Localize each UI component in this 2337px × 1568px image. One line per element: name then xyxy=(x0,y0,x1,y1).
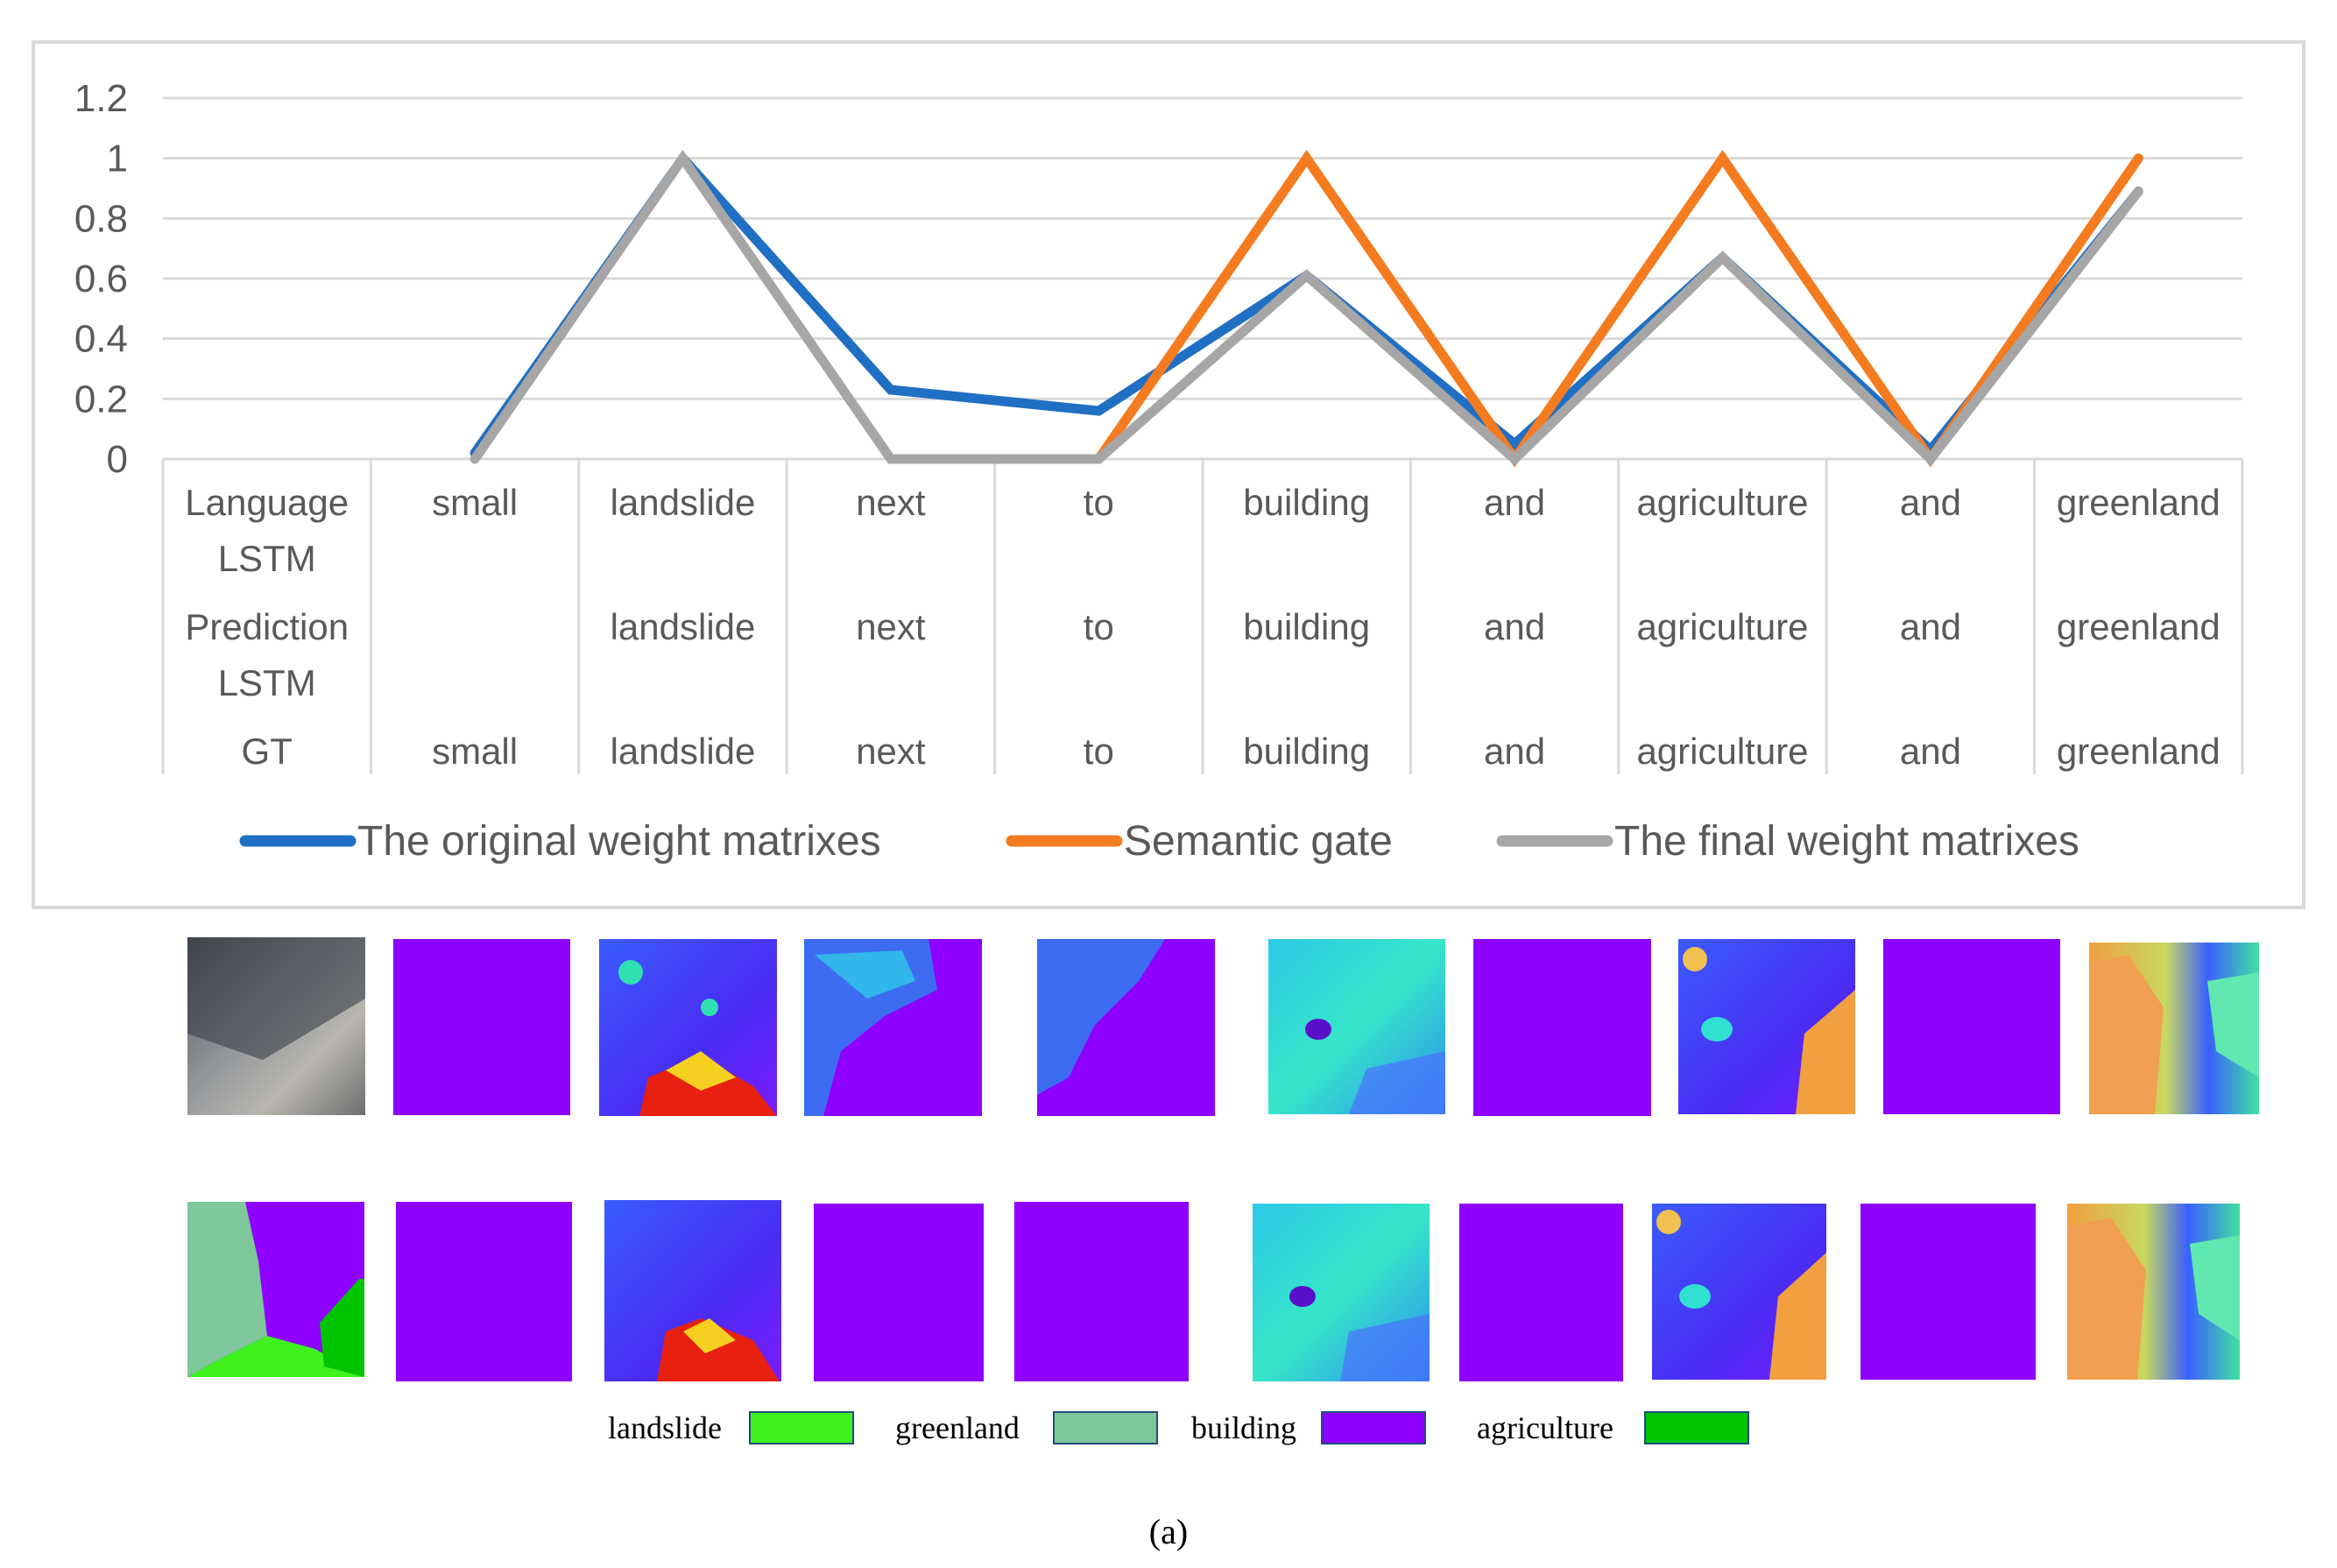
row-header-prediction-lstm: Prediction xyxy=(185,606,349,647)
category-label: next xyxy=(856,482,926,523)
attention-map-building xyxy=(1268,939,1445,1114)
category-label: next xyxy=(856,606,926,647)
gt-map-next xyxy=(814,1204,984,1381)
y-tick-label: 1.2 xyxy=(74,77,128,120)
category-label: to xyxy=(1084,731,1114,772)
seg-legend-label-agriculture: agriculture xyxy=(1477,1410,1613,1445)
category-label: building xyxy=(1243,731,1370,772)
gt-map-greenland xyxy=(2067,1204,2240,1380)
seg-legend-label-building: building xyxy=(1191,1410,1296,1445)
y-tick-label: 0.2 xyxy=(74,378,128,420)
row-header-language-lstm: LSTM xyxy=(218,538,316,579)
gt-map-building xyxy=(1253,1204,1430,1381)
segmentation-legend: landslide greenland building agriculture xyxy=(608,1410,1749,1445)
y-tick-label: 0.8 xyxy=(74,197,128,240)
category-label: and xyxy=(1484,482,1545,523)
category-label: agriculture xyxy=(1636,731,1808,772)
attention-map-and-2 xyxy=(1883,939,2060,1114)
aerial-image-texture xyxy=(187,937,365,1060)
seg-legend-label-greenland: greenland xyxy=(895,1410,1020,1445)
category-label: and xyxy=(1900,731,1961,772)
category-label: and xyxy=(1900,606,1961,647)
gt-map-to xyxy=(1014,1202,1189,1381)
y-tick-label: 0.6 xyxy=(74,258,128,300)
category-label: landslide xyxy=(611,606,756,647)
category-label: greenland xyxy=(2057,731,2221,772)
y-tick-label: 0.4 xyxy=(74,318,128,361)
row-header-prediction-lstm: LSTM xyxy=(218,662,316,703)
category-label: greenland xyxy=(2057,482,2221,523)
gt-map-agriculture xyxy=(1652,1204,1826,1380)
attention-map-landslide xyxy=(599,939,777,1116)
category-table: Language LSTM small landslide next to building… xyxy=(161,459,2244,774)
legend-label-2: The final weight matrixes xyxy=(1614,818,2079,865)
attention-map-agriculture xyxy=(1678,939,1855,1114)
legend-label-1: Semantic gate xyxy=(1124,818,1393,865)
category-label: landslide xyxy=(611,731,756,772)
attention-map-and-1 xyxy=(1473,939,1651,1116)
y-tick-label: 1 xyxy=(107,138,128,180)
category-label: and xyxy=(1484,606,1545,647)
attention-map-next xyxy=(804,939,982,1116)
seg-legend-swatch-greenland xyxy=(1053,1411,1158,1444)
row-header-gt: GT xyxy=(242,731,293,772)
ground-truth-segmentation xyxy=(187,1202,364,1377)
attention-map-small xyxy=(393,939,570,1115)
category-label: to xyxy=(1084,606,1114,647)
seg-legend-swatch-landslide xyxy=(749,1411,854,1444)
chart-legend: The original weight matrixes Semantic gat… xyxy=(239,818,2079,865)
category-label: greenland xyxy=(2057,606,2221,647)
category-label: building xyxy=(1243,482,1370,523)
seg-legend-swatch-agriculture xyxy=(1644,1411,1749,1444)
gt-map-small xyxy=(396,1202,572,1381)
gt-map-landslide xyxy=(604,1200,781,1381)
category-label: building xyxy=(1243,606,1370,647)
figure-caption: (a) xyxy=(1149,1512,1188,1551)
category-label: small xyxy=(432,731,518,772)
row-header-language-lstm: Language xyxy=(185,482,349,523)
category-label: agriculture xyxy=(1636,482,1808,523)
category-label: agriculture xyxy=(1636,606,1808,647)
y-axis-ticks: 0 0.2 0.4 0.6 0.8 1 1.2 xyxy=(74,77,128,481)
attention-map-to xyxy=(1037,939,1215,1116)
gt-map-and-2 xyxy=(1860,1204,2036,1380)
category-label: to xyxy=(1084,482,1114,523)
gt-map-and-1 xyxy=(1459,1204,1623,1381)
heatmap-row-2 xyxy=(187,1200,2240,1381)
attention-map-greenland xyxy=(2089,943,2259,1114)
category-label: and xyxy=(1900,482,1961,523)
category-label: landslide xyxy=(611,482,756,523)
heatmap-row-1 xyxy=(187,937,2259,1116)
chart-frame xyxy=(32,40,2305,909)
seg-legend-swatch-building xyxy=(1321,1411,1426,1444)
category-label: next xyxy=(856,731,926,772)
category-label: small xyxy=(432,482,518,523)
series-lines xyxy=(470,150,2143,468)
legend-label-0: The original weight matrixes xyxy=(357,818,881,865)
seg-legend-label-landslide: landslide xyxy=(608,1410,722,1445)
y-tick-label: 0 xyxy=(107,438,128,481)
category-label: and xyxy=(1484,731,1545,772)
